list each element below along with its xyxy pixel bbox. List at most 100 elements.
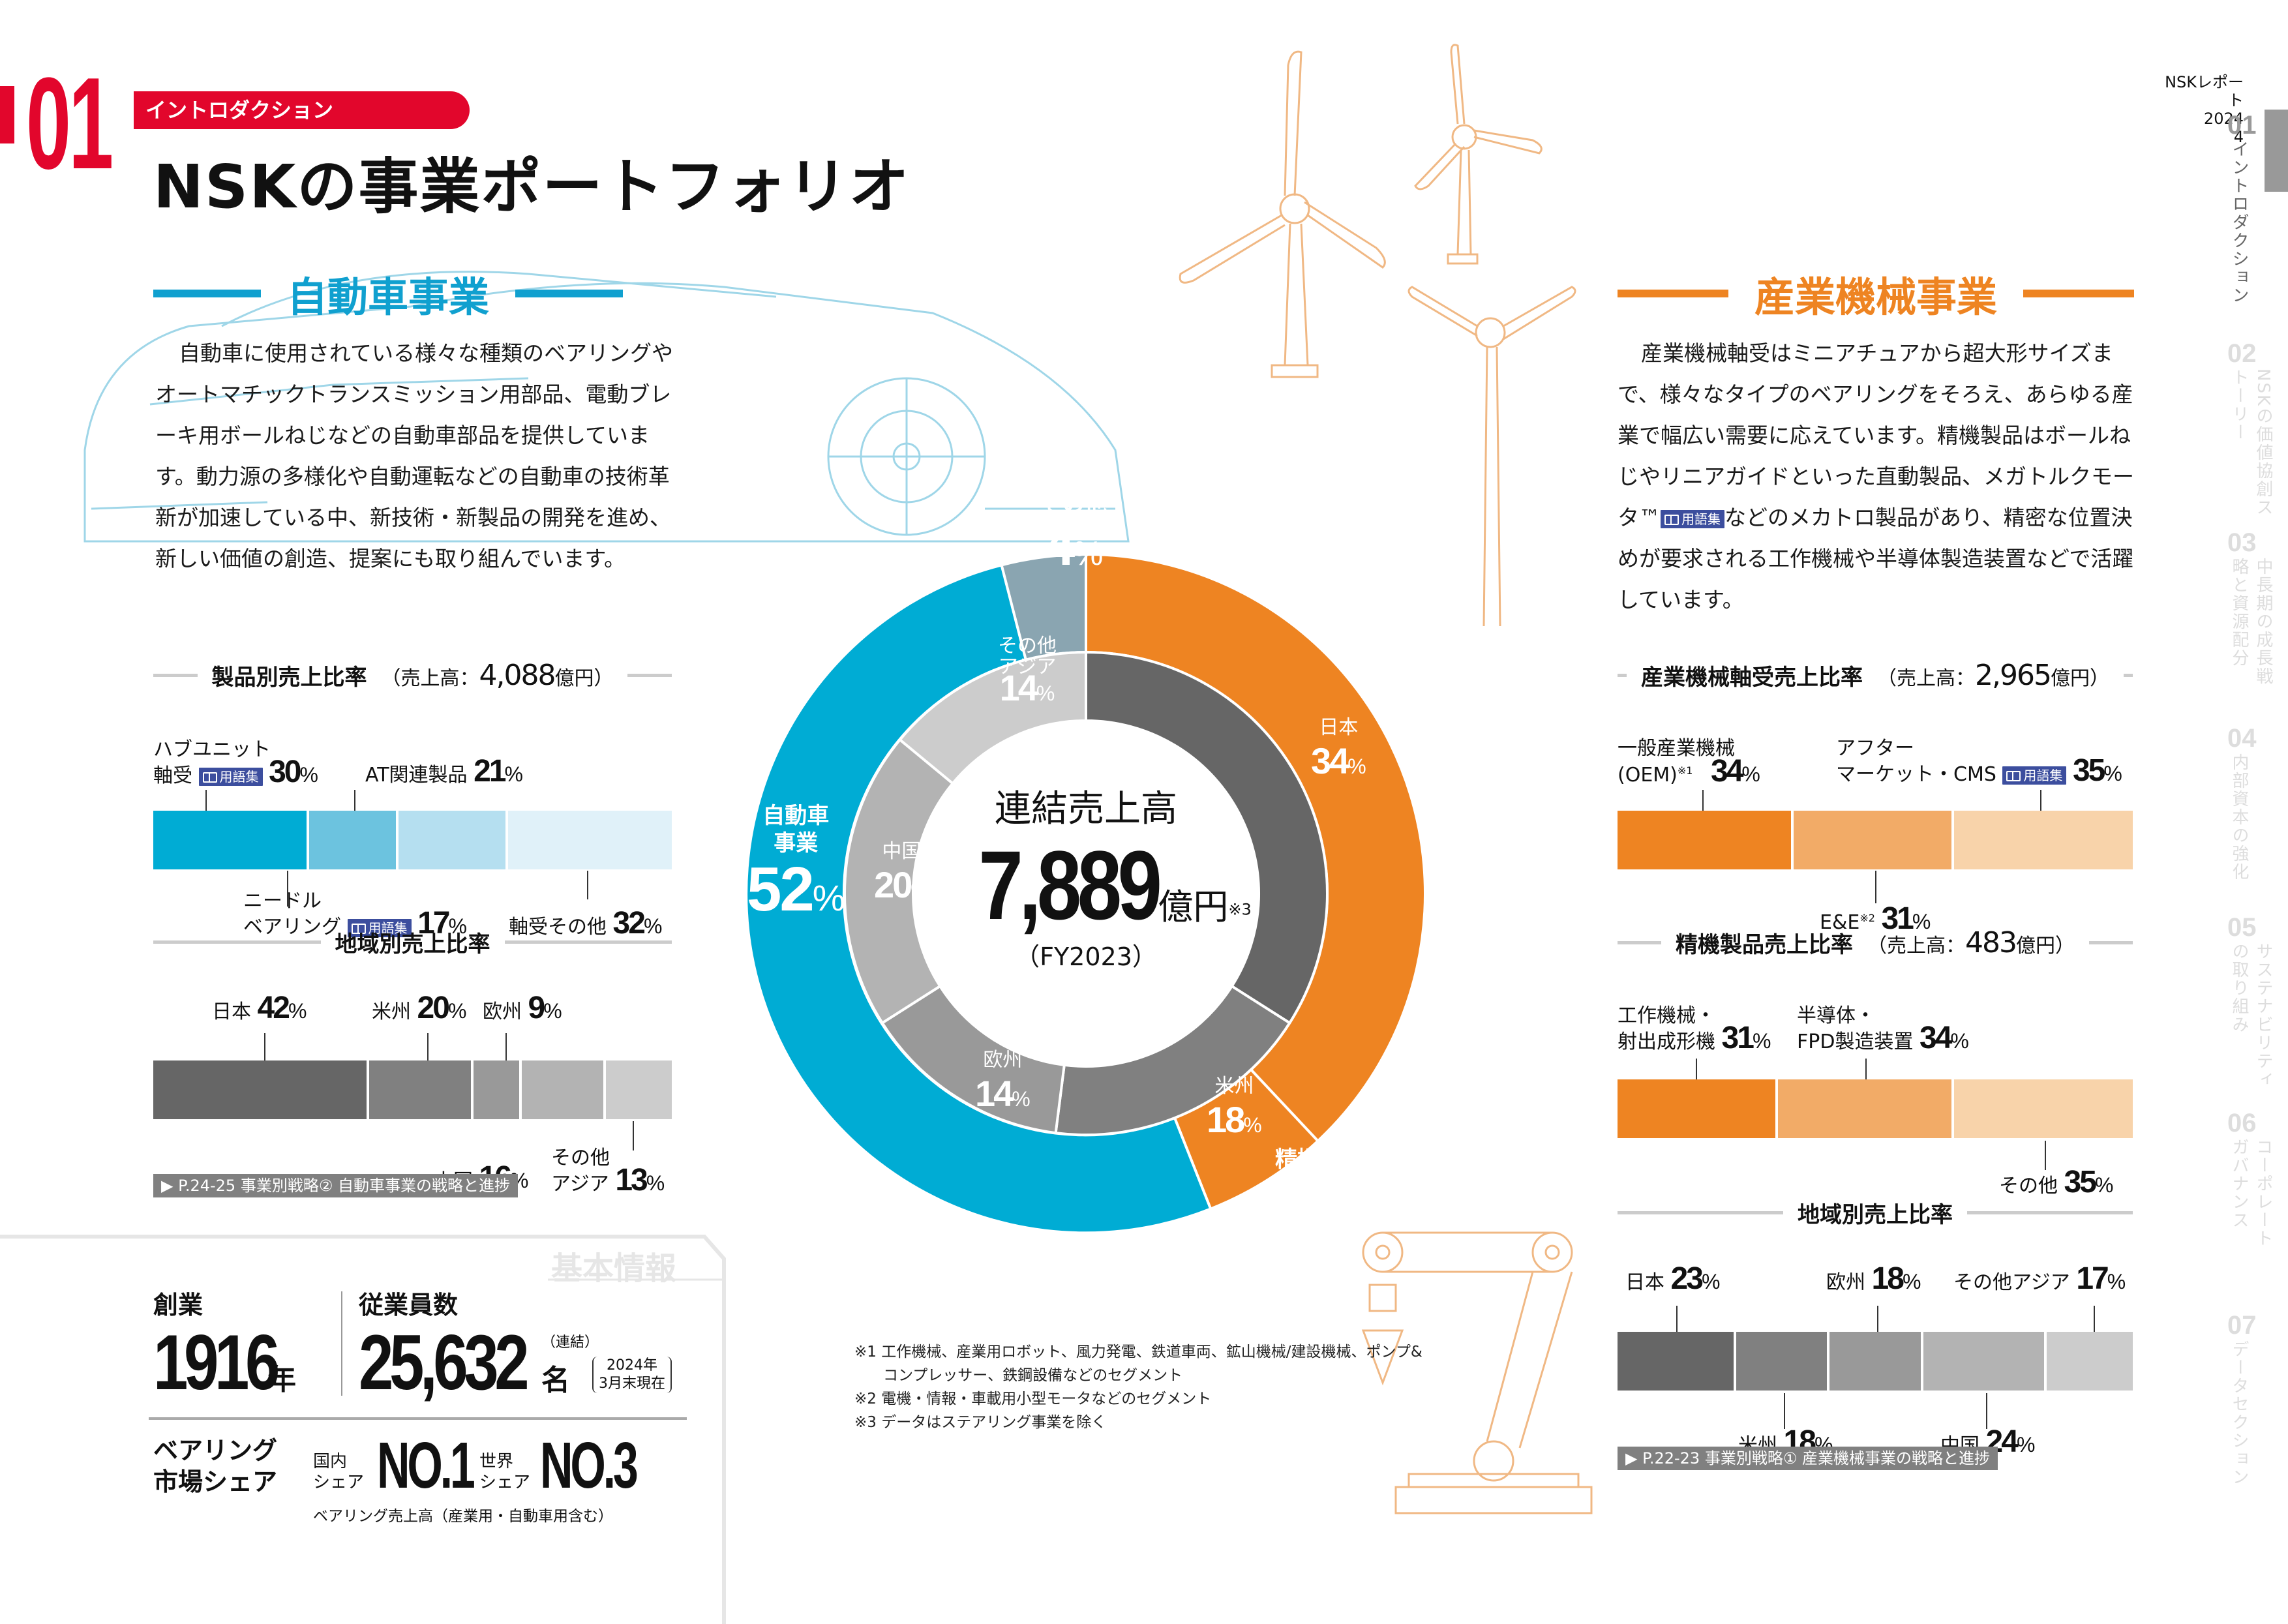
label-name: 日本 bbox=[1319, 716, 1359, 739]
label-line: アフター bbox=[1836, 737, 1914, 760]
donut-center: 連結売上高 7,889億円※3 （FY2023） bbox=[939, 779, 1251, 972]
bar-segment-aftermarket bbox=[1954, 811, 2133, 869]
label-line: 工作機械・ bbox=[1618, 1004, 1715, 1027]
glossary-text: 用語集 bbox=[368, 920, 408, 936]
robot-arm-illustration bbox=[1361, 1231, 1593, 1514]
nav-number: 04 bbox=[2227, 724, 2257, 753]
global-share-value: NO.3 bbox=[540, 1429, 639, 1502]
region-name: 欧州 bbox=[1826, 1271, 1865, 1294]
glossary-text: 用語集 bbox=[219, 768, 259, 785]
glossary-badge[interactable]: 用語集 bbox=[198, 767, 263, 786]
title-rule bbox=[153, 940, 321, 944]
nav-item-03[interactable]: 03 中長期の成長戦略と資源配分 bbox=[2227, 528, 2276, 695]
stacked-bar bbox=[1618, 811, 2133, 869]
heading-rule-right bbox=[515, 290, 624, 297]
region-name: 日本 bbox=[212, 1000, 251, 1023]
section-label-pill: イントロダクション bbox=[134, 91, 470, 129]
founded-value-block: 1916年 bbox=[153, 1317, 307, 1407]
footnote: ※1 工作機械、産業用ロボット、風力発電、鉄道車両、鉱山機械/建設機械、ポンプ& bbox=[854, 1344, 1422, 1361]
date-line: 2024年 bbox=[607, 1357, 657, 1374]
segment-value: 34 bbox=[1919, 1021, 1952, 1055]
bar-segment-semiconductor bbox=[1778, 1079, 1952, 1138]
segment-value: 30 bbox=[269, 755, 301, 789]
segment-value: 17 bbox=[417, 906, 450, 940]
title-rule bbox=[627, 674, 672, 677]
title-rule bbox=[1618, 941, 1662, 944]
nav-item-07[interactable]: 07 データセクション bbox=[2227, 1311, 2257, 1497]
sales-unit: 億円） bbox=[2016, 935, 2075, 957]
book-icon bbox=[1664, 514, 1679, 525]
chart-title-text: 地域別売上比率 bbox=[335, 931, 490, 957]
segment-value: 31 bbox=[1881, 901, 1914, 936]
book-icon bbox=[351, 923, 366, 934]
nav-number: 07 bbox=[2227, 1311, 2257, 1340]
label-name: 精機製品 bbox=[1275, 1147, 1364, 1173]
label-value: 4 bbox=[1044, 515, 1075, 577]
bar-segment-other bbox=[1954, 1079, 2133, 1138]
stacked-bar bbox=[153, 811, 672, 869]
glossary-badge[interactable]: 用語集 bbox=[1661, 509, 1724, 528]
nav-label: 中長期の成長戦略と資源配分 bbox=[2229, 558, 2273, 685]
leader-line bbox=[587, 871, 588, 899]
automotive-product-chart: 製品別売上比率 （売上高：4,088億円） ハブユニット 軸受 用語集 30% A… bbox=[153, 659, 672, 940]
automotive-heading: 自動車事業 bbox=[153, 264, 624, 323]
label-line: マーケット・CMS bbox=[1836, 763, 1996, 786]
label-line: シェア bbox=[313, 1473, 365, 1492]
domestic-share-value: NO.1 bbox=[377, 1429, 475, 1502]
nav-label: コーポレートガバナンス bbox=[2229, 1138, 2273, 1248]
note-ref: ※2 bbox=[1859, 912, 1875, 924]
nav-item-01[interactable]: 01 イントロダクション bbox=[2227, 111, 2257, 336]
employees-unit: 名 bbox=[541, 1364, 570, 1397]
nav-item-06[interactable]: 06 コーポレートガバナンス bbox=[2227, 1109, 2276, 1256]
segment-value: 35 bbox=[2064, 1165, 2097, 1199]
label-line: 市場シェア bbox=[153, 1467, 278, 1496]
segment-value: 21 bbox=[474, 754, 506, 789]
nav-item-02[interactable]: 02 NSKの価値協創ストーリー bbox=[2227, 339, 2276, 519]
sales-value: 2,965 bbox=[1975, 659, 2052, 692]
donut-label-precision: 精機製品 6% bbox=[1275, 1141, 1364, 1247]
chart-title: 地域別売上比率 bbox=[153, 926, 672, 958]
donut-label-industrial: 産業機械 軸受 38% bbox=[1435, 803, 1533, 924]
label-line: ベアリング bbox=[153, 1436, 278, 1465]
region-label-other-asia: その他 アジア 13% bbox=[551, 1147, 665, 1197]
region-label-americas: 米州 20% bbox=[372, 991, 467, 1025]
bar-segment-other-asia bbox=[605, 1060, 672, 1119]
donut-label-automotive: 自動車 事業 52% bbox=[747, 803, 845, 924]
bar-segment-ee bbox=[1793, 811, 1952, 869]
bar-segment-japan bbox=[1618, 1332, 1734, 1391]
industrial-strategy-link[interactable]: ▶ P.22-23 事業別戦略① 産業機械事業の戦略と進捗 bbox=[1618, 1447, 1998, 1470]
employees-date-note: 2024年 3月末現在 bbox=[592, 1357, 672, 1393]
glossary-badge[interactable]: 用語集 bbox=[2002, 766, 2067, 785]
leader-line bbox=[427, 1033, 429, 1060]
nav-item-05[interactable]: 05 サステナビリティの取り組み bbox=[2227, 913, 2276, 1099]
segment-label-semiconductor: 半導体・ FPD製造装置 34% bbox=[1797, 1004, 1969, 1055]
chart-title-text: 産業機械軸受売上比率 bbox=[1641, 665, 1863, 691]
chart-title-text: 精機製品売上比率 bbox=[1676, 932, 1854, 958]
leader-line bbox=[1696, 1059, 1697, 1079]
donut-label-americas: 米州 18% bbox=[1207, 1070, 1262, 1141]
title-rule bbox=[2123, 674, 2133, 677]
employees-count: 25,632 bbox=[359, 1319, 530, 1406]
chart-title: 製品別売上比率 （売上高：4,088億円） bbox=[153, 659, 672, 692]
leader-line bbox=[287, 871, 288, 907]
label-value: 52 bbox=[747, 854, 815, 924]
label-name: 米州 bbox=[1214, 1075, 1254, 1098]
industrial-region-chart: 地域別売上比率 日本 23% 欧州 18% その他アジア 17% 米州 18% … bbox=[1618, 1197, 2133, 1477]
glossary-text: 用語集 bbox=[2023, 767, 2063, 783]
segment-value: 31 bbox=[1721, 1021, 1754, 1055]
bar-segment-other-asia bbox=[2047, 1332, 2133, 1391]
donut-label-other-asia: その他 アジア 14% bbox=[998, 635, 1057, 708]
donut-label-japan: 日本 34% bbox=[1311, 711, 1366, 782]
leader-line bbox=[354, 790, 355, 811]
segment-label-other: その他 35% bbox=[1999, 1165, 2114, 1199]
bar-segment-at bbox=[399, 811, 506, 869]
label-value: 34 bbox=[1311, 740, 1349, 781]
leader-line bbox=[2045, 1141, 2046, 1170]
label-line: FPD製造装置 bbox=[1797, 1030, 1914, 1053]
nav-item-04[interactable]: 04 内部資本の強化 bbox=[2227, 724, 2257, 884]
region-label-japan: 日本 23% bbox=[1625, 1261, 1721, 1296]
glossary-badge[interactable]: 用語集 bbox=[347, 918, 412, 937]
sales-value: 483 bbox=[1965, 926, 2017, 959]
automotive-strategy-link[interactable]: ▶ P.24-25 事業別戦略② 自動車事業の戦略と進捗 bbox=[153, 1174, 518, 1197]
domestic-share-label: 国内 シェア bbox=[313, 1451, 364, 1493]
